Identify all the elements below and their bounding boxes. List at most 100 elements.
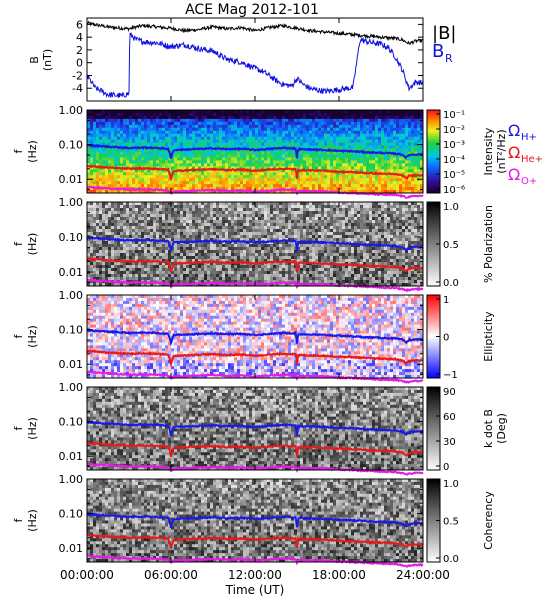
heatmap-cell: [204, 175, 208, 179]
heatmap-cell: [102, 154, 106, 158]
heatmap-cell: [156, 253, 160, 257]
heatmap-cell: [291, 115, 295, 120]
heatmap-cell: [312, 163, 316, 167]
heatmap-cell: [333, 136, 337, 141]
heatmap-cell: [120, 229, 124, 233]
heatmap-cell: [90, 169, 94, 173]
heatmap-cell: [249, 142, 253, 146]
heatmap-cell: [357, 145, 361, 149]
heatmap-cell: [138, 178, 142, 182]
heatmap-cell: [150, 283, 154, 287]
heatmap-cell: [291, 166, 295, 170]
heatmap-cell: [261, 253, 265, 257]
heatmap-cell: [156, 169, 160, 173]
heatmap-cell: [240, 217, 244, 221]
heatmap-cell: [138, 232, 142, 236]
heatmap-cell: [171, 154, 175, 158]
heatmap-cell: [279, 151, 283, 155]
heatmap-cell: [123, 127, 127, 132]
heatmap-cell: [411, 118, 415, 123]
heatmap-cell: [216, 217, 220, 221]
heatmap-cell: [144, 241, 148, 245]
heatmap-cell: [132, 157, 136, 161]
heatmap-cell: [330, 175, 334, 179]
heatmap-cell: [381, 136, 385, 141]
heatmap-cell: [291, 181, 295, 185]
heatmap-cell: [384, 121, 388, 126]
heatmap-cell: [183, 184, 187, 188]
heatmap-cell: [153, 220, 157, 224]
heatmap-cell: [312, 139, 316, 143]
heatmap-cell: [135, 229, 139, 233]
heatmap-cell: [201, 217, 205, 221]
heatmap-cell: [159, 154, 163, 158]
heatmap-cell: [138, 265, 142, 269]
heatmap-cell: [174, 121, 178, 126]
heatmap-cell: [234, 115, 238, 120]
heatmap-cell: [345, 187, 349, 191]
heatmap-cell: [357, 127, 361, 132]
heatmap-cell: [210, 277, 214, 281]
heatmap-cell: [141, 160, 145, 164]
heatmap-cell: [111, 217, 115, 221]
heatmap-cell: [330, 178, 334, 182]
heatmap-cell: [234, 259, 238, 263]
heatmap-cell: [168, 124, 172, 129]
heatmap-cell: [210, 226, 214, 230]
heatmap-cell: [192, 115, 196, 120]
heatmap-cell: [270, 151, 274, 155]
heatmap-cell: [411, 160, 415, 164]
heatmap-cell: [192, 178, 196, 182]
heatmap-cell: [114, 226, 118, 230]
heatmap-cell: [111, 121, 115, 126]
heatmap-cell: [159, 115, 163, 120]
heatmap-cell: [114, 214, 118, 218]
heatmap-cell: [195, 229, 199, 233]
heatmap-cell: [177, 235, 181, 239]
heatmap-cell: [168, 211, 172, 215]
heatmap-cell: [411, 110, 415, 114]
heatmap-cell: [120, 253, 124, 257]
heatmap-cell: [240, 232, 244, 236]
heatmap-cell: [219, 205, 223, 209]
heatmap-cell: [219, 136, 223, 141]
heatmap-cell: [255, 145, 259, 149]
heatmap-cell: [231, 142, 235, 146]
heatmap-cell: [312, 145, 316, 149]
heatmap-cell: [168, 205, 172, 209]
heatmap-cell: [183, 235, 187, 239]
heatmap-cell: [126, 220, 130, 224]
heatmap-cell: [96, 184, 100, 188]
heatmap-cell: [291, 172, 295, 176]
heatmap-cell: [339, 142, 343, 146]
heatmap-cell: [198, 280, 202, 284]
heatmap-cell: [216, 130, 220, 135]
heatmap-cell: [417, 154, 421, 158]
heatmap-cell: [168, 142, 172, 146]
heatmap-cell: [201, 265, 205, 269]
heatmap-cell: [102, 124, 106, 129]
heatmap-cell: [99, 241, 103, 245]
heatmap-cell: [288, 184, 292, 188]
heatmap-cell: [189, 160, 193, 164]
heatmap-cell: [267, 235, 271, 239]
heatmap-cell: [192, 121, 196, 126]
heatmap-cell: [186, 226, 190, 230]
heatmap-cell: [111, 241, 115, 245]
heatmap-cell: [156, 205, 160, 209]
heatmap-cell: [216, 223, 220, 227]
heatmap-cell: [255, 220, 259, 224]
heatmap-cell: [195, 223, 199, 227]
heatmap-cell: [150, 181, 154, 185]
heatmap-cell: [171, 220, 175, 224]
heatmap-cell: [234, 148, 238, 152]
heatmap-cell: [96, 214, 100, 218]
heatmap-cell: [177, 265, 181, 269]
heatmap-cell: [255, 115, 259, 120]
heatmap-cell: [210, 157, 214, 161]
heatmap-cell: [93, 271, 97, 275]
heatmap-cell: [264, 277, 268, 281]
heatmap-cell: [192, 163, 196, 167]
heatmap-cell: [222, 265, 226, 269]
heatmap-cell: [147, 241, 151, 245]
